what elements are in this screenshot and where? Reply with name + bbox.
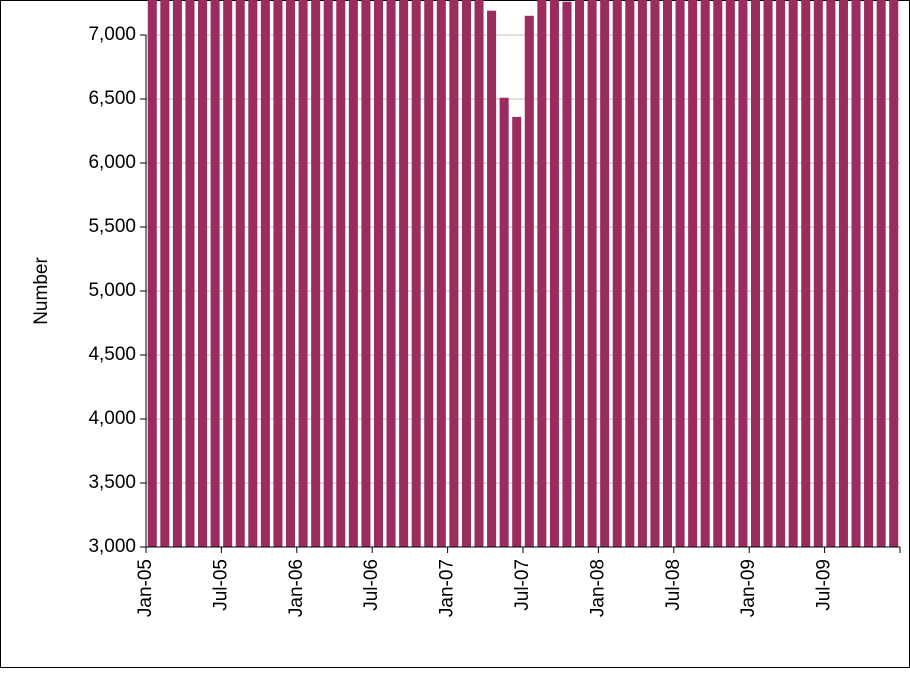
- bar: [600, 0, 610, 547]
- y-tick-label: 4,000: [88, 408, 136, 429]
- bar: [248, 0, 258, 548]
- bar: [311, 0, 321, 548]
- bar: [876, 0, 886, 547]
- bar: [750, 0, 761, 547]
- y-tick-label: 4,500: [88, 344, 136, 365]
- bar: [235, 0, 245, 548]
- bar: [474, 0, 484, 547]
- bar: [185, 0, 195, 547]
- bar: [373, 0, 384, 547]
- x-tick-label: Jul-08: [663, 559, 684, 611]
- bar: [386, 0, 396, 547]
- bar: [424, 0, 434, 547]
- bar: [336, 0, 346, 548]
- bar: [813, 0, 823, 548]
- bar: [838, 0, 848, 548]
- bar: [273, 0, 283, 548]
- bar: [562, 1, 572, 548]
- bar: [361, 0, 371, 547]
- bar: [587, 0, 597, 547]
- x-tick-label: Jul-07: [512, 559, 533, 611]
- y-tick-label: 6,500: [88, 88, 136, 109]
- bar: [864, 0, 874, 548]
- bar: [788, 0, 798, 547]
- bar: [575, 0, 585, 548]
- x-tick-label: Jan-05: [135, 559, 156, 617]
- bar: [675, 0, 685, 548]
- x-tick-label: Jul-05: [210, 559, 231, 611]
- bar: [198, 0, 208, 547]
- bar: [160, 0, 170, 547]
- y-tick-label: 7,000: [88, 24, 136, 45]
- bar: [688, 0, 698, 547]
- bar: [637, 0, 647, 547]
- y-axis-label: Number: [31, 257, 52, 325]
- bar: [210, 0, 220, 547]
- bar: [650, 0, 660, 548]
- bar: [776, 0, 786, 548]
- x-tick-label: Jan-08: [587, 559, 608, 617]
- bar: [323, 0, 333, 548]
- x-tick-label: Jan-07: [437, 559, 458, 617]
- y-tick-label: 6,000: [88, 152, 136, 173]
- bar: [260, 0, 270, 547]
- bar: [348, 0, 358, 547]
- bar: [461, 0, 471, 548]
- bar: [411, 0, 421, 547]
- bar: [612, 0, 622, 547]
- bar: [763, 0, 773, 547]
- bar: [889, 0, 899, 548]
- bar: [399, 0, 409, 547]
- bar: [801, 0, 811, 548]
- bar: [285, 0, 296, 548]
- bar: [826, 0, 836, 547]
- bar: [549, 0, 559, 548]
- x-tick-label: Jul-06: [361, 559, 382, 611]
- x-tick-label: Jul-09: [814, 559, 835, 611]
- y-tick-label: 3,000: [88, 536, 136, 557]
- bar: [449, 0, 459, 547]
- y-tick-label: 5,500: [88, 216, 136, 237]
- bar: [713, 0, 723, 547]
- bar: [537, 0, 547, 547]
- bar: [851, 0, 861, 548]
- bar: [172, 0, 182, 548]
- bar: [524, 15, 534, 548]
- bar: [223, 0, 233, 547]
- bar: [512, 116, 522, 548]
- x-tick-label: Jan-09: [738, 559, 759, 617]
- bar: [147, 0, 157, 547]
- bar: [662, 0, 673, 548]
- bar: [298, 0, 308, 547]
- x-tick-label: Jan-06: [286, 559, 307, 617]
- bar: [738, 0, 748, 547]
- bar: [625, 0, 635, 547]
- y-tick-label: 5,000: [88, 280, 136, 301]
- bar: [436, 0, 446, 547]
- bar: [487, 10, 497, 548]
- bar: [499, 97, 509, 547]
- y-tick-label: 3,500: [88, 472, 136, 493]
- bar: [725, 0, 735, 547]
- bar: [700, 0, 710, 548]
